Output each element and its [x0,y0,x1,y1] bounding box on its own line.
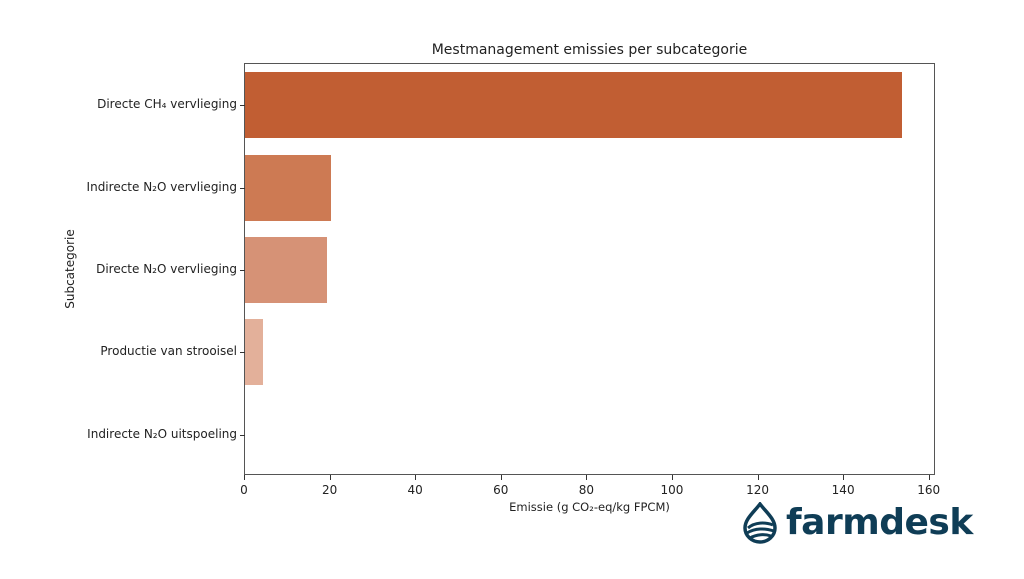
x-tick-label: 20 [321,483,338,497]
y-tick-label: Directe N₂O vervlieging [96,262,237,276]
y-axis-title: Subcategorie [63,229,77,309]
farmdesk-logo: farmdesk [742,502,973,544]
bar [245,237,327,303]
x-tick [244,475,245,480]
y-tick-label: Productie van strooisel [100,344,237,359]
x-tick-label: 60 [493,483,509,497]
bar [245,319,263,386]
x-tick [329,475,331,480]
y-tick [240,352,245,354]
y-tick [240,434,245,436]
x-tick-label: 160 [917,483,941,497]
x-tick [415,475,417,480]
x-tick-label: 100 [660,483,684,497]
y-tick-label: Directe CH₄ vervlieging [97,97,237,112]
x-tick [757,475,759,480]
y-tick [240,270,245,271]
x-tick [586,475,588,480]
x-axis-title: Emissie (g CO₂-eq/kg FPCM) [509,500,670,514]
logo-text: farmdesk [786,502,973,543]
chart-title: Mestmanagement emissies per subcategorie [431,42,748,58]
plot-area [240,63,935,475]
x-tick [671,475,673,480]
y-tick-label: Indirecte N₂O vervlieging [86,179,237,194]
x-tick-label: 120 [746,483,769,497]
x-tick [500,475,502,480]
x-tick [843,475,845,480]
x-tick-label: 0 [240,483,248,497]
y-tick [240,105,245,107]
bar [245,154,331,221]
x-tick-label: 40 [407,483,423,497]
x-tick [928,475,930,480]
water-drop-icon [743,502,777,544]
bar [245,72,902,139]
x-tick-label: 140 [831,483,855,497]
y-tick [240,187,245,189]
y-tick-label: Indirecte N₂O uitspoeling [87,426,237,441]
x-tick-label: 80 [578,483,594,497]
